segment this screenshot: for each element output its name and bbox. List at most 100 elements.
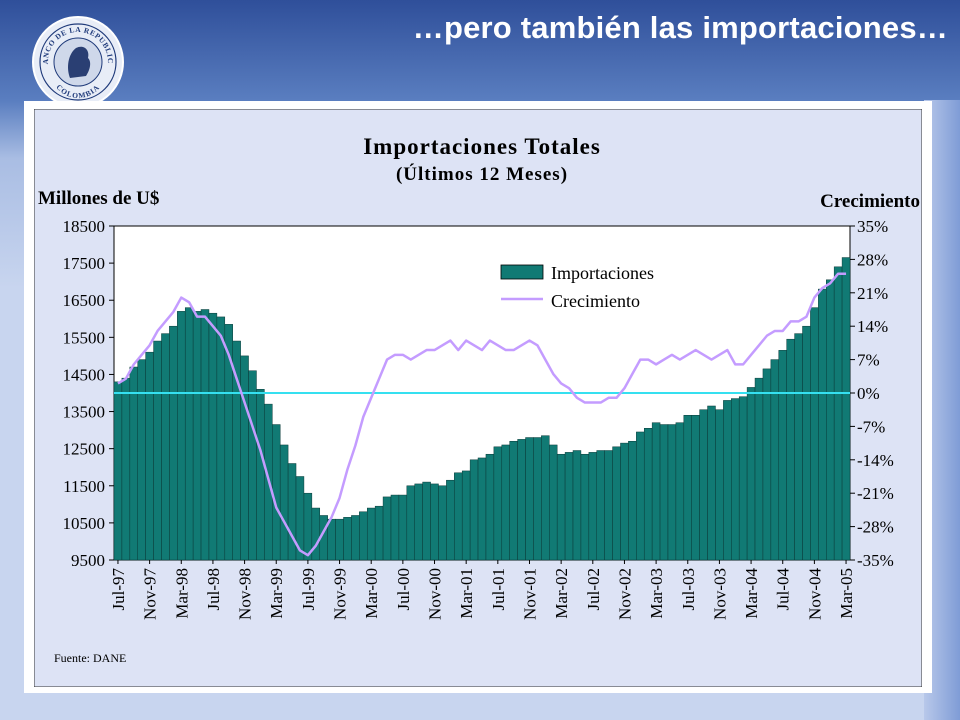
bar (240, 355, 249, 561)
x-tick-label: Mar-98 (172, 568, 191, 619)
bar (794, 333, 803, 561)
y-tick-label: 9500 (71, 551, 105, 570)
bar (549, 444, 558, 561)
x-tick-label: Nov-01 (520, 568, 539, 620)
bar (533, 437, 542, 561)
bar (541, 435, 550, 561)
bar (184, 307, 194, 561)
x-tick-label: Jul-99 (299, 568, 318, 611)
bar (738, 396, 748, 561)
x-axis-ticks: Jul-97 Nov-97 Mar-98 Jul-98 Nov-98 Mar-99 Jul-… (109, 560, 856, 620)
bar (628, 440, 637, 561)
banco-republica-seal-icon: BANCO DE LA REPUBLICA COLOMBIA (30, 14, 124, 108)
bar (367, 507, 376, 561)
x-tick-label: Nov-02 (615, 568, 634, 620)
x-tick-label: Jul-98 (204, 568, 223, 611)
y2-tick-label: -35% (857, 551, 894, 570)
source-note: Fuente: DANE (54, 651, 126, 665)
bar (406, 485, 415, 561)
y2-tick-label: 14% (857, 317, 888, 336)
bar (572, 450, 582, 561)
bar (327, 518, 336, 561)
bar (667, 424, 677, 561)
bar (643, 428, 653, 561)
x-tick-label: Nov-03 (710, 568, 729, 620)
bar (137, 359, 146, 561)
x-tick-label: Nov-97 (141, 568, 160, 620)
y-tick-label: 10500 (63, 514, 106, 533)
bar (691, 415, 700, 561)
bar (612, 446, 621, 561)
bar (351, 515, 360, 561)
legend-label-importaciones: Importaciones (551, 263, 654, 283)
y-tick-label: 14500 (63, 365, 106, 384)
bar (675, 422, 685, 561)
bar (715, 409, 724, 561)
y2-tick-label: 0% (857, 384, 880, 403)
bar (509, 440, 518, 561)
bar (169, 325, 178, 561)
y2-axis-title: Crecimiento (820, 191, 920, 212)
bar (446, 479, 455, 561)
bar (556, 453, 566, 561)
bar (636, 431, 645, 561)
bar (477, 457, 487, 561)
bar (564, 452, 574, 561)
bar (818, 288, 827, 561)
bar (588, 452, 598, 561)
y2-tick-label: -7% (857, 417, 885, 436)
bar (746, 387, 756, 561)
bar (493, 446, 503, 561)
y2-tick-label: 7% (857, 351, 880, 370)
legend-label-crecimiento: Crecimiento (551, 291, 640, 311)
x-tick-label: Mar-00 (362, 568, 381, 619)
y2-tick-label: 21% (857, 284, 888, 303)
bar (620, 442, 629, 561)
bar (778, 350, 787, 561)
y-tick-label: 16500 (63, 291, 106, 310)
bar (469, 459, 479, 561)
bar (841, 257, 851, 561)
x-tick-label: Mar-04 (742, 568, 761, 619)
bar (153, 340, 162, 561)
chart-subtitle: (Últimos 12 Meses) (396, 163, 568, 185)
bars-group (113, 257, 851, 561)
y2-tick-label: 28% (857, 250, 888, 269)
y-axis-ticks: 18500 17500 16500 15500 14500 13500 12500 11500… (63, 217, 114, 570)
bar (699, 409, 708, 561)
bar (461, 470, 471, 561)
bar (129, 366, 138, 561)
bar (145, 351, 154, 561)
x-tick-label: Jul-03 (679, 568, 698, 611)
slide-title: …pero también las importaciones… (412, 10, 948, 45)
bar (802, 325, 811, 561)
bar (248, 370, 257, 561)
x-tick-label: Nov-99 (331, 568, 350, 620)
y-tick-label: 18500 (63, 217, 106, 236)
y-tick-label: 17500 (63, 254, 106, 273)
bar (121, 377, 131, 561)
x-tick-label: Mar-99 (267, 568, 286, 619)
y-tick-label: 12500 (63, 440, 106, 459)
x-tick-label: Jul-97 (109, 568, 128, 611)
x-tick-label: Jul-04 (774, 568, 793, 611)
y2-tick-label: 35% (857, 217, 888, 236)
bar (200, 309, 210, 561)
bar (335, 518, 344, 561)
x-tick-label: Jul-00 (394, 568, 413, 611)
x-tick-label: Mar-01 (457, 568, 476, 619)
x-tick-label: Mar-05 (837, 568, 856, 619)
bar (762, 368, 772, 561)
x-tick-label: Nov-00 (426, 568, 445, 620)
bar (731, 398, 740, 561)
y-tick-label: 13500 (63, 403, 106, 422)
growth-series-line (117, 272, 847, 557)
bar (113, 381, 123, 561)
chart-title: Importaciones Totales (363, 134, 601, 159)
bar (287, 463, 297, 561)
bar (343, 517, 352, 561)
bar (659, 424, 669, 561)
bar (651, 422, 661, 561)
bar (359, 511, 368, 561)
y2-tick-label: -28% (857, 518, 894, 537)
